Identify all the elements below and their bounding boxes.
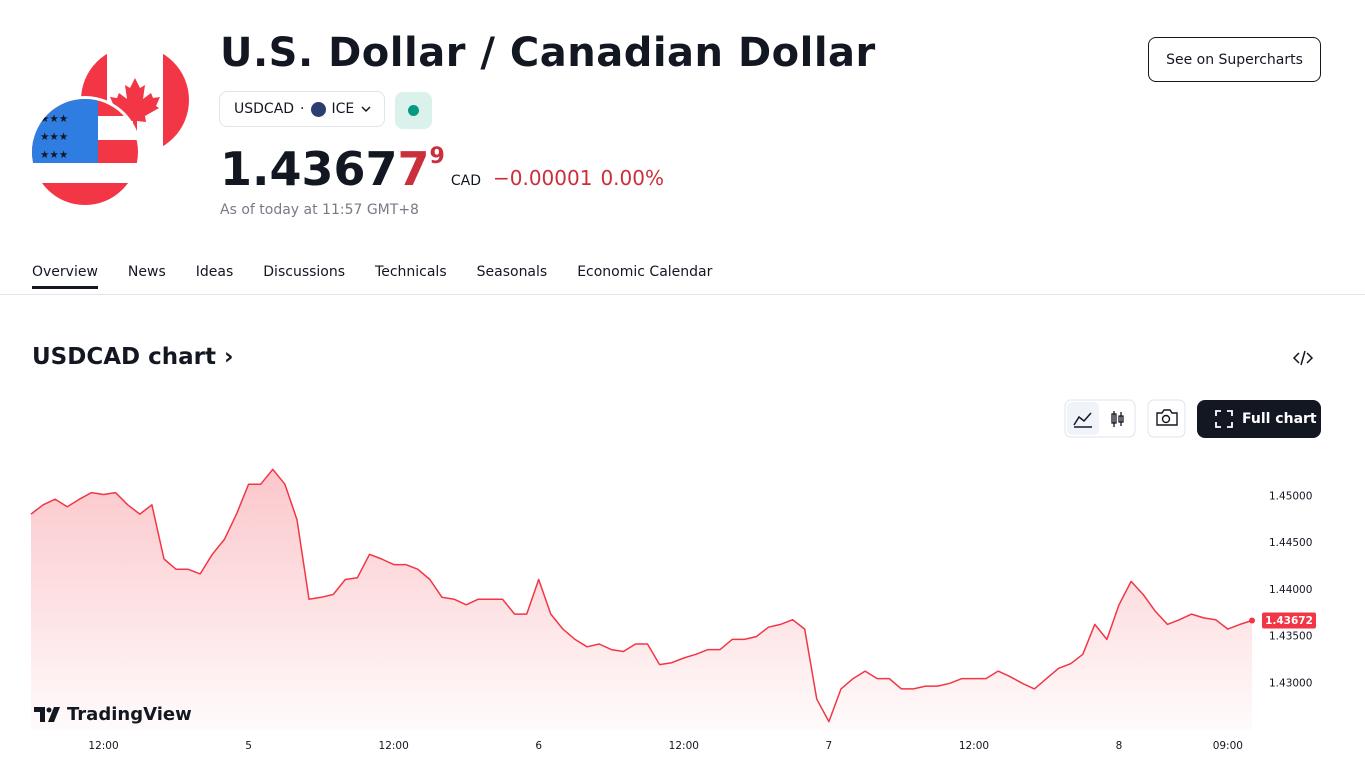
x-tick-label: 12:00 (379, 740, 409, 752)
camera-icon (1156, 409, 1178, 426)
svg-text:★★★: ★★★ (40, 113, 68, 125)
x-tick-label: 12:00 (959, 740, 989, 752)
tab[interactable]: Technicals (375, 264, 447, 280)
timestamp: As of today at 11:57 GMT+8 (220, 202, 419, 218)
separator: · (300, 101, 305, 117)
svg-text:★★★: ★★★ (40, 149, 68, 161)
full-chart-button[interactable]: Full chart (1197, 400, 1321, 438)
x-tick-label: 12:00 (669, 740, 699, 752)
divider (0, 294, 1365, 295)
price: 1.4367 7 9 CAD −0.00001 0.00% (220, 142, 664, 196)
currency: CAD (450, 173, 481, 189)
tabs: Overview News Ideas Discussions Technicals Se… (32, 264, 712, 289)
snapshot-button[interactable] (1147, 399, 1186, 438)
line-icon (1073, 412, 1092, 428)
y-tick-label: 1.43000 (1269, 677, 1312, 689)
candle-icon[interactable] (1111, 411, 1124, 427)
tab[interactable]: Discussions (263, 264, 346, 280)
last-point (1249, 617, 1255, 624)
x-tick-label: 12:00 (88, 740, 118, 752)
price-emphasis: 7 (397, 142, 430, 196)
x-tick-label: 09:00 (1213, 740, 1243, 752)
y-tick-label: 1.45000 (1269, 490, 1312, 502)
x-tick-label: 6 (535, 740, 542, 752)
section-title-text: USDCAD chart (32, 344, 216, 370)
chevron (361, 106, 371, 113)
last-price-box (1262, 612, 1316, 629)
supercharts-button[interactable]: See on Supercharts (1148, 37, 1321, 82)
market-status[interactable] (395, 92, 432, 129)
tv-logo (34, 707, 60, 722)
price-main: 1.4367 (220, 142, 398, 196)
price-superscript: 9 (429, 144, 445, 169)
title: U.S. Dollar / Canadian Dollar (220, 30, 876, 76)
tv-logo-text: TradingView (67, 704, 192, 725)
x-tick-label: 8 (1116, 740, 1123, 752)
y-tick-label: 1.44500 (1269, 537, 1312, 549)
tab[interactable]: Ideas (195, 264, 234, 280)
tab[interactable]: Economic Calendar (577, 264, 713, 280)
tab[interactable]: Overview (32, 264, 98, 289)
area (31, 469, 1252, 730)
x-tick-label: 7 (826, 740, 833, 752)
exchange-icon (310, 101, 326, 117)
line (30, 468, 1253, 723)
last-price-label: 1.43672 (1265, 615, 1313, 627)
change-percent: 0.00% (600, 166, 664, 190)
svg-text:★★★: ★★★ (40, 131, 68, 143)
x-tick-label: 5 (245, 740, 252, 752)
exchange: ICE (331, 101, 355, 117)
tab[interactable]: Seasonals (476, 264, 548, 280)
symbol-tag[interactable]: USDCAD · ICE (219, 91, 385, 127)
tab[interactable]: News (127, 264, 166, 280)
fullscreen-icon (1215, 410, 1233, 428)
camera-lens (1161, 414, 1171, 424)
us-flag: ★★★ ★★★ ★★★ (32, 99, 138, 205)
plot: 1.43000 1.43500 1.44000 1.44500 1.45000 12:00… (30, 468, 1316, 752)
line-style-button[interactable] (1067, 402, 1099, 435)
y-tick-label: 1.44000 (1269, 584, 1312, 596)
change: −0.00001 (492, 166, 593, 190)
y-tick-label: 1.43500 (1269, 631, 1312, 643)
embed-icon[interactable] (1292, 350, 1314, 366)
section-title[interactable]: USDCAD chart › (32, 344, 234, 370)
full-chart-text: Full chart (1242, 411, 1317, 427)
symbol: USDCAD (234, 101, 295, 117)
